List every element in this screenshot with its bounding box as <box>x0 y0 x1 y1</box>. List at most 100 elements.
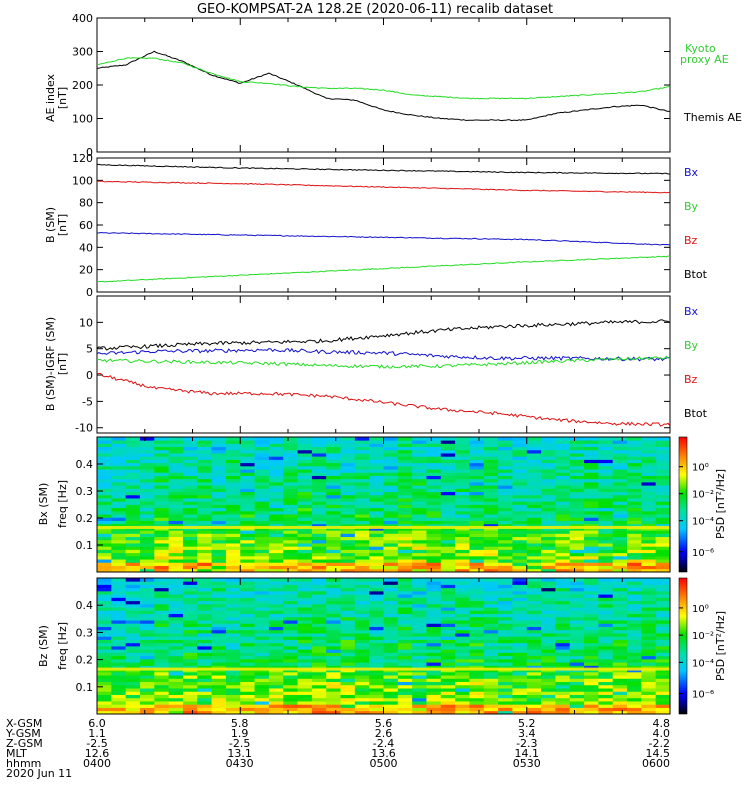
spectrogram-cell <box>555 478 571 483</box>
spectrogram-cell <box>397 581 413 585</box>
spectrogram-cell <box>455 597 470 602</box>
spectrogram-cell <box>498 678 513 683</box>
spectrogram-cell <box>383 565 399 570</box>
spectrogram-cell <box>97 462 112 467</box>
spectrogram-cell <box>498 510 513 515</box>
spectrogram-cell <box>598 636 614 640</box>
spectrogram-cell <box>569 456 585 460</box>
spectrogram-cell <box>225 568 241 573</box>
spectrogram-cell <box>397 603 413 608</box>
spectrogram-cell <box>268 501 284 505</box>
spectrogram-cell <box>182 510 198 515</box>
spectrogram-cell <box>182 597 198 602</box>
spectrogram-cell <box>440 671 456 676</box>
spectrogram-cell <box>426 697 442 702</box>
colorbar-tick-label: 10⁻⁶ <box>692 548 714 559</box>
spectrogram-cell <box>197 616 212 621</box>
spectrogram-cell <box>569 565 585 570</box>
spectrogram-cell <box>211 494 227 499</box>
orbit-row-value: 2.6 <box>375 727 393 740</box>
spectrogram-cell <box>297 642 313 647</box>
spectrogram-cell <box>197 655 212 660</box>
spectrogram-cell <box>97 678 112 683</box>
spectrogram-cell <box>483 649 499 653</box>
spectrogram-cell <box>412 453 427 457</box>
spectrogram-cell <box>297 514 313 518</box>
spectrogram-cell <box>584 694 599 699</box>
spectrogram-cell <box>340 646 356 650</box>
spectrogram-cell <box>268 504 284 509</box>
spectrogram-cell <box>311 626 327 631</box>
spectrogram-cell <box>455 649 470 653</box>
spectrogram-cell <box>168 510 184 515</box>
spectrogram-cell <box>598 530 614 534</box>
spectrogram-cell <box>168 568 184 573</box>
spectrogram-cell <box>655 494 671 499</box>
spectrogram-cell <box>283 642 298 647</box>
spectrogram-cell <box>168 639 184 644</box>
spectrogram-cell <box>612 590 628 595</box>
spectrogram-cell <box>541 488 556 493</box>
spectrogram-cell <box>584 707 599 712</box>
spectrogram-cell <box>297 552 313 557</box>
spectrogram-cell <box>311 590 327 595</box>
spectrogram-cell <box>555 616 571 621</box>
spectrogram-cell <box>584 665 599 670</box>
spectrogram-cell <box>340 443 356 448</box>
spectrogram-cell <box>225 469 241 473</box>
spectrogram-cell <box>612 701 628 705</box>
spectrogram-cell <box>584 684 599 689</box>
spectrogram-cell <box>569 584 585 589</box>
spectrogram-cell <box>512 649 528 653</box>
spectrogram-cell <box>412 649 427 653</box>
spectrogram-cell <box>240 523 255 528</box>
spectrogram-cell <box>125 510 141 515</box>
spectrogram-cell <box>254 684 270 689</box>
spectrogram-cell <box>340 633 356 637</box>
spectrogram-cell <box>311 616 327 621</box>
spectrogram-cell <box>369 684 384 689</box>
spectrogram-cell <box>412 472 427 476</box>
spectrogram-cell <box>397 610 413 615</box>
spectrogram-cell <box>326 536 341 541</box>
spectrogram-cell <box>254 478 270 483</box>
spectrogram-cell <box>340 520 356 525</box>
spectrogram-cell <box>498 662 513 666</box>
spectrogram-cell <box>655 504 671 509</box>
spectrogram-cell <box>211 498 227 502</box>
spectrogram-cell <box>240 710 255 715</box>
spectrogram-cell <box>311 649 327 653</box>
spectrogram-cell <box>612 694 628 699</box>
spectrogram-cell <box>440 697 456 702</box>
spectrogram-cell <box>498 594 513 598</box>
spectrogram-cell <box>225 517 241 521</box>
spectrogram-cell <box>498 453 513 457</box>
spectrogram-cell <box>598 600 614 605</box>
spectrogram-cell <box>168 681 184 686</box>
spectrogram-cell <box>569 581 585 585</box>
spectrogram-cell <box>397 665 413 670</box>
spectrogram-cell <box>154 590 170 595</box>
spectrogram-cell <box>111 639 127 644</box>
spectrogram-cell <box>340 581 356 585</box>
spectrogram-cell <box>283 530 298 534</box>
spectrogram-cell <box>197 697 212 702</box>
spectrogram-cell <box>455 533 470 538</box>
spectrogram-cell <box>354 446 370 451</box>
orbit-row-value: 13.6 <box>371 747 396 760</box>
spectrogram-cell <box>168 633 184 637</box>
spectrogram-cell <box>397 623 413 627</box>
spectrogram-cell <box>97 453 112 457</box>
spectrogram-cell <box>440 691 456 695</box>
spectrogram-cell <box>555 491 571 496</box>
spectrogram-cell <box>225 707 241 712</box>
spectrogram-cell <box>383 504 399 509</box>
spectrogram-cell <box>197 607 212 611</box>
spectrogram-cell <box>655 600 671 605</box>
spectrogram-cell <box>641 565 657 570</box>
spectrogram-cell <box>383 562 399 566</box>
spectrogram-cell <box>168 587 184 592</box>
spectrogram-cell <box>369 559 384 563</box>
spectrogram-cell <box>483 462 499 467</box>
